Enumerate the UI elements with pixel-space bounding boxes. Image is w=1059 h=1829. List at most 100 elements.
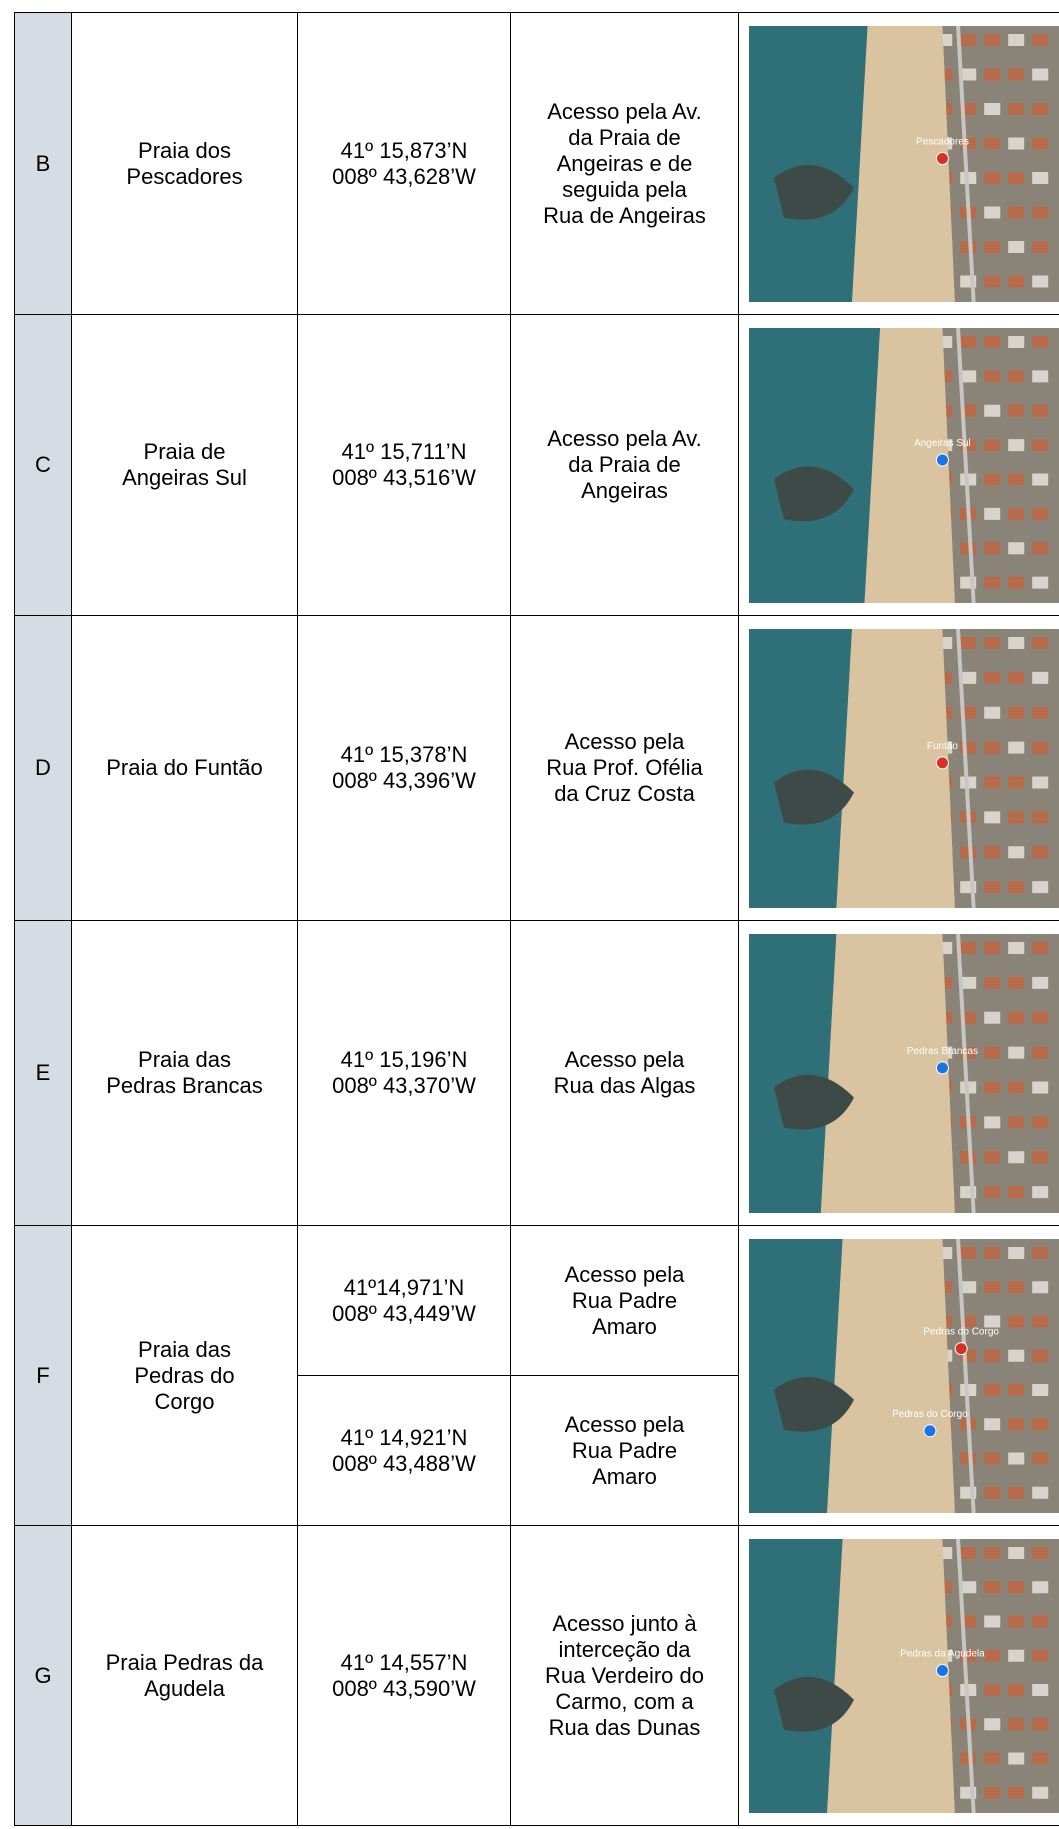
satellite-map: Angeiras Sul: [748, 327, 1059, 603]
building: [1007, 706, 1024, 719]
row-letter: E: [14, 920, 72, 1226]
beach-name: Praia das Pedras do Corgo: [71, 1225, 298, 1526]
text-line: 41º 15,873’N: [340, 137, 468, 163]
building: [959, 1246, 976, 1259]
building: [959, 845, 976, 858]
building: [959, 335, 976, 348]
text-line: Angeiras e de: [556, 150, 693, 176]
pin: [935, 151, 949, 165]
building: [959, 541, 976, 554]
pin: [935, 453, 949, 466]
text-line: da Praia de: [568, 124, 681, 150]
building: [1007, 741, 1024, 754]
building: [983, 1185, 1000, 1198]
text-line: Acesso pela: [564, 1047, 685, 1072]
building: [983, 941, 1000, 954]
building: [983, 636, 1000, 649]
building: [1031, 541, 1048, 554]
building: [983, 438, 1000, 451]
text-line: Praia das: [138, 1336, 231, 1362]
text-line: 008º 43,590’W: [332, 1675, 476, 1701]
table-row: C Praia de Angeiras Sul 41º 15,711’N 008º 43…: [14, 314, 1059, 616]
building: [1031, 1786, 1048, 1799]
building: [959, 1752, 976, 1764]
building: [1007, 1349, 1024, 1362]
building: [983, 1150, 1000, 1163]
building: [1007, 240, 1024, 253]
building: [1007, 1452, 1024, 1464]
text-line: Acesso pela: [564, 729, 685, 754]
rocks: [773, 465, 854, 521]
building: [983, 576, 1000, 589]
text-line: Rua das Dunas: [548, 1714, 701, 1740]
text-line: Acesso pela Av.: [547, 98, 702, 124]
text-line: Carmo, com a: [555, 1688, 694, 1714]
building: [1007, 275, 1024, 287]
building: [1007, 1046, 1024, 1059]
building: [1007, 171, 1024, 184]
building: [1007, 845, 1024, 858]
building: [983, 404, 1000, 417]
text-line: Agudela: [144, 1675, 225, 1701]
map-cell: Funtão: [738, 615, 1059, 921]
access-info: Acesso junto à interceção da Rua Verdeiro …: [510, 1525, 739, 1826]
beach-name: Praia de Angeiras Sul: [71, 314, 298, 616]
coordinates: 41º 15,196’N 008º 43,370’W: [297, 920, 511, 1226]
building: [983, 369, 1000, 382]
building: [959, 369, 976, 382]
map-cell: Pedras da Agudela: [738, 1525, 1059, 1826]
building: [983, 1683, 1000, 1696]
text-line: Pedras do: [134, 1362, 235, 1388]
pin-label: Funtão: [926, 740, 958, 751]
rocks: [773, 1676, 854, 1732]
building: [1031, 741, 1048, 754]
building: [1031, 507, 1048, 520]
building: [1031, 206, 1048, 218]
building: [983, 1349, 1000, 1362]
building: [1007, 1786, 1024, 1799]
building: [983, 1280, 1000, 1293]
text-line: Amaro: [592, 1463, 657, 1489]
coordinates: 41º14,971’N 008º 43,449’W: [297, 1225, 511, 1376]
road: [955, 628, 976, 908]
building: [983, 102, 1000, 115]
building: [959, 941, 976, 954]
pin: [935, 1060, 949, 1074]
building: [983, 137, 1000, 149]
table-row: B Praia dos Pescadores 41º 15,873’N 008º 43,…: [14, 12, 1059, 315]
building: [1031, 473, 1048, 485]
building: [1007, 1546, 1024, 1559]
pin-label: Angeiras Sul: [914, 438, 971, 449]
map-cell: Pedras do Corgo Pedras do Corgo: [738, 1225, 1059, 1526]
building: [1007, 1417, 1024, 1430]
text-line: interceção da: [558, 1636, 691, 1662]
text-line: Angeiras Sul: [122, 465, 247, 490]
building: [983, 473, 1000, 485]
building: [983, 706, 1000, 719]
text-line: Rua Padre: [571, 1437, 678, 1463]
text-line: 008º 43,370’W: [332, 1073, 476, 1098]
building: [1031, 1349, 1048, 1362]
building: [1007, 1185, 1024, 1198]
building: [983, 671, 1000, 684]
building: [983, 1546, 1000, 1559]
coordinates: 41º 14,921’N 008º 43,488’W: [297, 1375, 511, 1526]
building: [1007, 671, 1024, 684]
row-letter: C: [14, 314, 72, 616]
building: [1031, 1615, 1048, 1627]
building: [1007, 102, 1024, 115]
building: [983, 1786, 1000, 1799]
building: [1031, 845, 1048, 858]
table-row: G Praia Pedras da Agudela 41º 14,557’N 008º …: [14, 1525, 1059, 1826]
satellite-map: Pedras da Agudela: [748, 1538, 1059, 1813]
building: [1007, 68, 1024, 80]
text-line: Rua Prof. Ofélia: [546, 755, 703, 780]
building: [1007, 1580, 1024, 1593]
building: [1031, 404, 1048, 417]
building: [959, 976, 976, 989]
rocks: [773, 769, 854, 824]
building: [959, 636, 976, 649]
building: [1031, 636, 1048, 649]
building: [983, 1081, 1000, 1093]
building: [1007, 1150, 1024, 1163]
